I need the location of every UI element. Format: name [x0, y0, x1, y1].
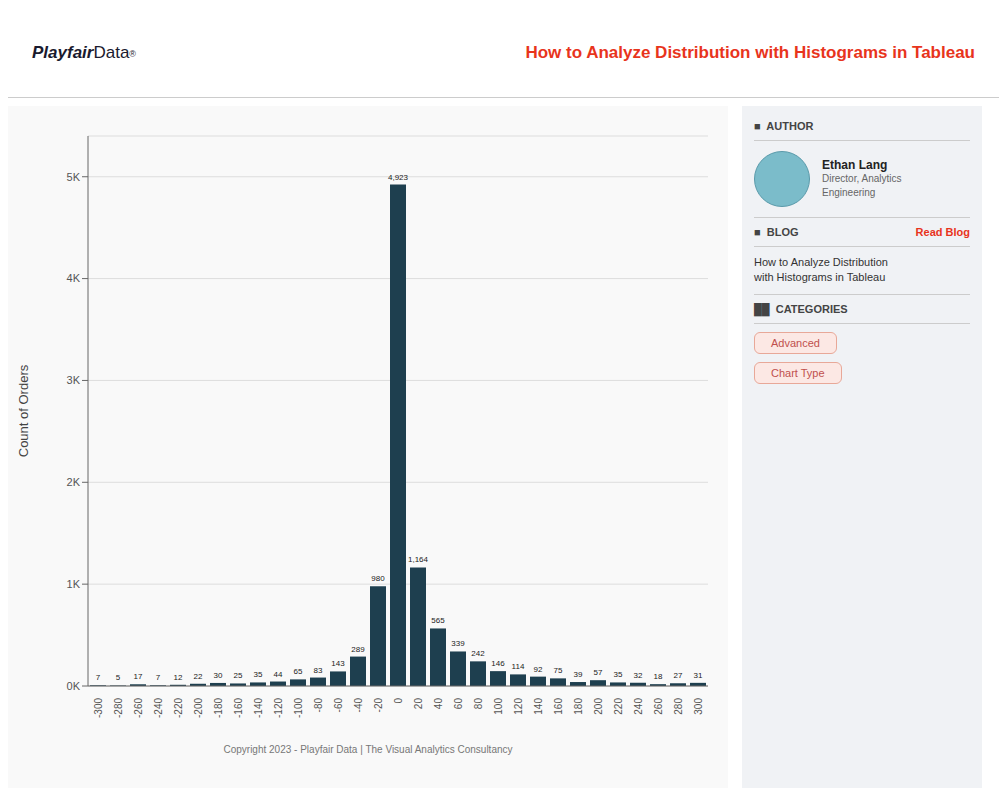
svg-text:75: 75 [554, 666, 563, 675]
html-text:How to Analyze Distribution wi: How to Analyze Distribution with Histogr… [525, 42, 975, 62]
svg-text:35: 35 [614, 670, 623, 679]
svg-text:120: 120 [513, 698, 524, 715]
html-text:Copyright 2023 - Playfair Data: Copyright 2023 - Playfair Data | The Vis… [223, 744, 513, 755]
svg-text:-260: -260 [133, 698, 144, 718]
svg-text:114: 114 [512, 662, 525, 671]
svg-text:-80: -80 [313, 698, 324, 713]
svg-text:-200: -200 [193, 698, 204, 718]
svg-text:39: 39 [574, 670, 583, 679]
svg-text:242: 242 [471, 649, 485, 658]
svg-text:27: 27 [674, 671, 683, 680]
svg-text:-280: -280 [113, 698, 124, 718]
html-text:Advanced: Advanced [771, 336, 820, 349]
html-text:Chart Type: Chart Type [771, 366, 825, 379]
svg-text:25: 25 [234, 671, 243, 680]
svg-text:5K: 5K [67, 171, 81, 183]
svg-text:7: 7 [156, 673, 161, 682]
svg-text:65: 65 [294, 667, 303, 676]
svg-text:32: 32 [634, 671, 643, 680]
svg-text:-100: -100 [293, 698, 304, 718]
svg-text:31: 31 [694, 671, 703, 680]
svg-text:5: 5 [116, 673, 121, 682]
svg-text:146: 146 [491, 659, 505, 668]
svg-text:3K: 3K [67, 374, 81, 386]
svg-text:-300: -300 [93, 698, 104, 718]
svg-text:280: 280 [673, 698, 684, 715]
html-text:██ CATEGORIES: ██ CATEGORIES [754, 302, 848, 315]
html-text:■ AUTHOR: ■ AUTHOR [754, 120, 814, 132]
svg-text:300: 300 [693, 698, 704, 715]
svg-text:17: 17 [134, 672, 143, 681]
svg-text:0: 0 [393, 698, 404, 704]
svg-text:160: 160 [553, 698, 564, 715]
svg-text:12: 12 [174, 673, 183, 682]
svg-text:240: 240 [633, 698, 644, 715]
svg-text:7: 7 [96, 673, 101, 682]
svg-text:92: 92 [534, 665, 543, 674]
svg-text:-60: -60 [333, 698, 344, 713]
svg-text:2K: 2K [67, 476, 81, 488]
svg-text:-40: -40 [353, 698, 364, 713]
svg-text:180: 180 [573, 698, 584, 715]
svg-text:Count of Orders: Count of Orders [16, 364, 31, 457]
html-text:Director, Analytics Engineerin: Director, Analytics Engineering [822, 173, 902, 198]
svg-text:57: 57 [594, 668, 603, 677]
svg-text:-240: -240 [153, 698, 164, 718]
svg-text:18: 18 [654, 672, 663, 681]
svg-text:980: 980 [371, 574, 385, 583]
svg-text:60: 60 [453, 698, 464, 710]
svg-text:40: 40 [433, 698, 444, 710]
svg-text:44: 44 [274, 670, 283, 679]
svg-text:100: 100 [493, 698, 504, 715]
svg-text:80: 80 [473, 698, 484, 710]
svg-text:200: 200 [593, 698, 604, 715]
svg-text:22: 22 [194, 672, 203, 681]
svg-text:4,923: 4,923 [388, 173, 409, 182]
svg-text:565: 565 [431, 616, 445, 625]
svg-text:260: 260 [653, 698, 664, 715]
svg-text:-180: -180 [213, 698, 224, 718]
svg-text:30: 30 [214, 671, 223, 680]
html-text:■ BLOG: ■ BLOG [754, 226, 799, 238]
svg-text:220: 220 [613, 698, 624, 715]
svg-text:1,164: 1,164 [408, 555, 429, 564]
svg-text:140: 140 [533, 698, 544, 715]
svg-text:83: 83 [314, 666, 323, 675]
html-text:Read Blog: Read Blog [915, 226, 970, 238]
html-text:Ethan Lang: Ethan Lang [822, 158, 888, 172]
html-text:How to Analyze Distribution wi: How to Analyze Distribution with Histogr… [754, 256, 888, 284]
svg-text:20: 20 [413, 698, 424, 710]
svg-text:1K: 1K [67, 578, 81, 590]
svg-text:-140: -140 [253, 698, 264, 718]
svg-text:-220: -220 [173, 698, 184, 718]
svg-text:289: 289 [351, 645, 365, 654]
svg-text:35: 35 [254, 670, 263, 679]
svg-text:339: 339 [451, 639, 465, 648]
svg-text:-120: -120 [273, 698, 284, 718]
svg-text:-160: -160 [233, 698, 244, 718]
svg-text:4K: 4K [67, 272, 81, 284]
svg-text:-20: -20 [373, 698, 384, 713]
html-text:Playfair Data®: Playfair Data® [32, 42, 136, 62]
svg-text:0K: 0K [67, 680, 81, 692]
svg-text:143: 143 [331, 659, 345, 668]
